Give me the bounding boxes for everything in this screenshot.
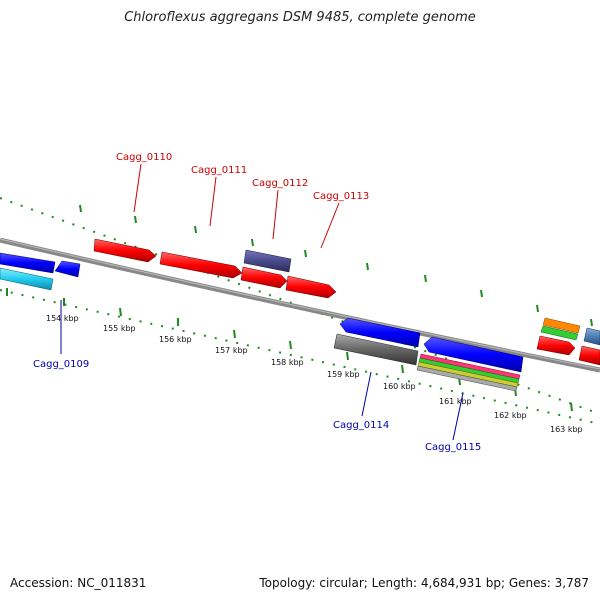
gene-cagg-0115-arrow[interactable]	[423, 336, 524, 373]
gene-right-steel[interactable]	[583, 327, 600, 346]
gene-cagg-0114-gray[interactable]	[333, 333, 419, 366]
gene-cagg-0109-rna[interactable]	[0, 267, 54, 291]
gene-right-red-1[interactable]	[536, 335, 576, 356]
forward-gene-labels: Cagg_0110 Cagg_0111 Cagg_0112 Cagg_0113	[116, 152, 369, 202]
tick-label-161: 161 kbp	[439, 397, 472, 406]
forward-features	[93, 238, 600, 366]
tick-label-157: 157 kbp	[215, 346, 248, 355]
gene-right-orange[interactable]	[542, 317, 581, 334]
gene-label-cagg-0113: Cagg_0113	[313, 191, 369, 202]
tick-label-158: 158 kbp	[271, 358, 304, 367]
outer-major-ticks	[79, 204, 593, 327]
gene-cagg-0112-arrow[interactable]	[243, 249, 292, 273]
reverse-gene-labels: Cagg_0109 Cagg_0114 Cagg_0115	[33, 359, 481, 453]
gene-cagg-0113-arrow[interactable]	[285, 275, 337, 299]
reverse-features	[0, 252, 524, 392]
gene-right-green[interactable]	[540, 325, 579, 341]
tick-label-154: 154 kbp	[46, 314, 79, 323]
gene-label-cagg-0112: Cagg_0112	[252, 178, 308, 189]
gene-label-cagg-0114: Cagg_0114	[333, 420, 389, 431]
gene-cagg-0112b-arrow[interactable]	[240, 266, 288, 289]
tick-label-156: 156 kbp	[159, 335, 192, 344]
gene-label-cagg-0111: Cagg_0111	[191, 165, 247, 176]
gene-cagg-0111-arrow[interactable]	[159, 251, 243, 279]
gene-label-cagg-0115: Cagg_0115	[425, 442, 481, 453]
gene-left-blue-1[interactable]	[0, 252, 56, 274]
gene-cagg-0110-arrow[interactable]	[93, 238, 157, 263]
tick-label-160: 160 kbp	[383, 382, 416, 391]
tick-label-163: 163 kbp	[550, 425, 583, 434]
map-title: Chloroflexus aggregans DSM 9485, complet…	[124, 10, 476, 25]
gene-cagg-0114-arrow[interactable]	[339, 317, 421, 348]
gene-label-cagg-0110: Cagg_0110	[116, 152, 172, 163]
gene-label-cagg-0109: Cagg_0109	[33, 359, 89, 370]
forward-label-leaders	[133, 163, 340, 249]
gene-left-blue-2[interactable]	[54, 260, 81, 278]
accession-label: Accession: NC_011831	[10, 576, 147, 590]
gene-right-red-2[interactable]	[578, 345, 600, 366]
tick-label-159: 159 kbp	[327, 370, 360, 379]
tick-label-162: 162 kbp	[494, 411, 527, 420]
genome-summary: Topology: circular; Length: 4,684,931 bp…	[259, 576, 589, 590]
gene-cagg-0115-stack-gray[interactable]	[416, 365, 518, 392]
tick-label-155: 155 kbp	[103, 324, 136, 333]
reverse-label-leaders	[60, 300, 464, 441]
genome-backbone	[0, 237, 600, 373]
kbp-tick-labels: 154 kbp 155 kbp 156 kbp 157 kbp 158 kbp …	[46, 314, 583, 434]
